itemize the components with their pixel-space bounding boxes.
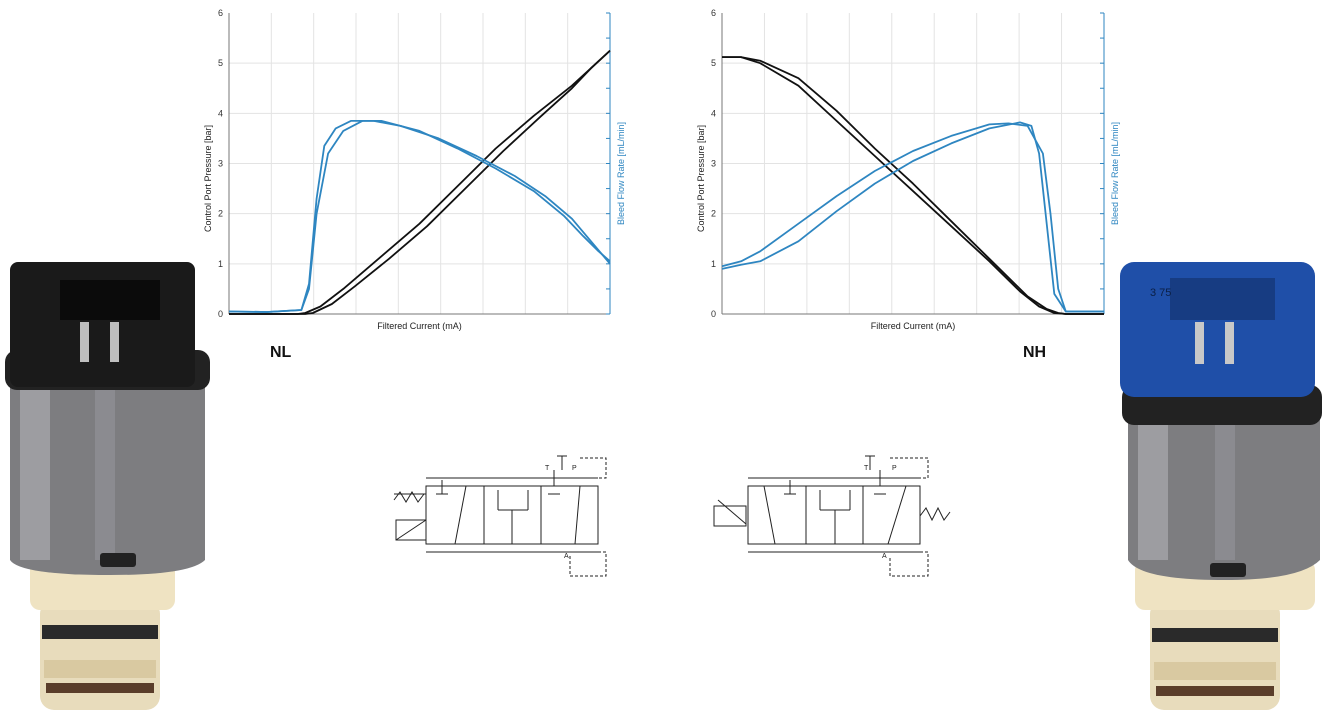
- nh-a-port: A: [882, 553, 887, 560]
- nl-label: NL: [270, 344, 292, 361]
- nh-p-port: P: [892, 465, 897, 472]
- flow-up-series-line: [721, 122, 1104, 313]
- nl-valve-schematic: [393, 455, 607, 577]
- y-tick-label: 6: [711, 8, 716, 18]
- y-tick-label: 0: [711, 309, 716, 319]
- y-tick-label: 4: [218, 108, 223, 118]
- y-tick-label: 2: [218, 209, 223, 219]
- y-tick-label: 2: [711, 209, 716, 219]
- nh-t-port: T: [864, 465, 869, 472]
- nh-label: NH: [1023, 344, 1047, 361]
- nl-chart: 0 1 2 3 4 5 6 Filtered Current (mA) Control Port…: [203, 8, 626, 331]
- nh-cap-marking: 3 75: [1150, 287, 1171, 299]
- flow-up-series-line: [228, 120, 611, 313]
- nh-chart: 0 1 2 3 4 5 6 Filtered Current (mA) Control Port…: [696, 8, 1120, 331]
- y-axis-label: Control Port Pressure [bar]: [696, 125, 706, 232]
- flow-down-series-line: [228, 120, 611, 313]
- y-tick-label: 1: [711, 259, 716, 269]
- y-tick-label: 5: [711, 58, 716, 68]
- y-tick-label: 3: [218, 159, 223, 169]
- y2-axis-label: Bleed Flow Rate [mL/min]: [616, 122, 626, 225]
- nl-a-port: A: [564, 553, 569, 560]
- nh-valve-schematic: [713, 455, 951, 577]
- nl-p-port: P: [572, 465, 577, 472]
- y-tick-label: 1: [218, 259, 223, 269]
- flow-down-series-line: [721, 121, 1104, 313]
- y2-axis-label: Bleed Flow Rate [mL/min]: [1110, 122, 1120, 225]
- y-tick-label: 6: [218, 8, 223, 18]
- y-tick-label: 3: [711, 159, 716, 169]
- nl-t-port: T: [545, 465, 550, 472]
- y-tick-label: 4: [711, 108, 716, 118]
- nh-solenoid-image: 3 75: [1120, 262, 1322, 710]
- y-tick-label: 5: [218, 58, 223, 68]
- nl-solenoid-image: [5, 262, 210, 710]
- x-axis-label: Filtered Current (mA): [377, 321, 462, 331]
- y-tick-label: 0: [218, 309, 223, 319]
- x-axis-label: Filtered Current (mA): [871, 321, 956, 331]
- pressure-down-series-line: [229, 49, 611, 315]
- y-axis-label: Control Port Pressure [bar]: [203, 125, 213, 232]
- pressure-down-series-line: [722, 56, 1104, 315]
